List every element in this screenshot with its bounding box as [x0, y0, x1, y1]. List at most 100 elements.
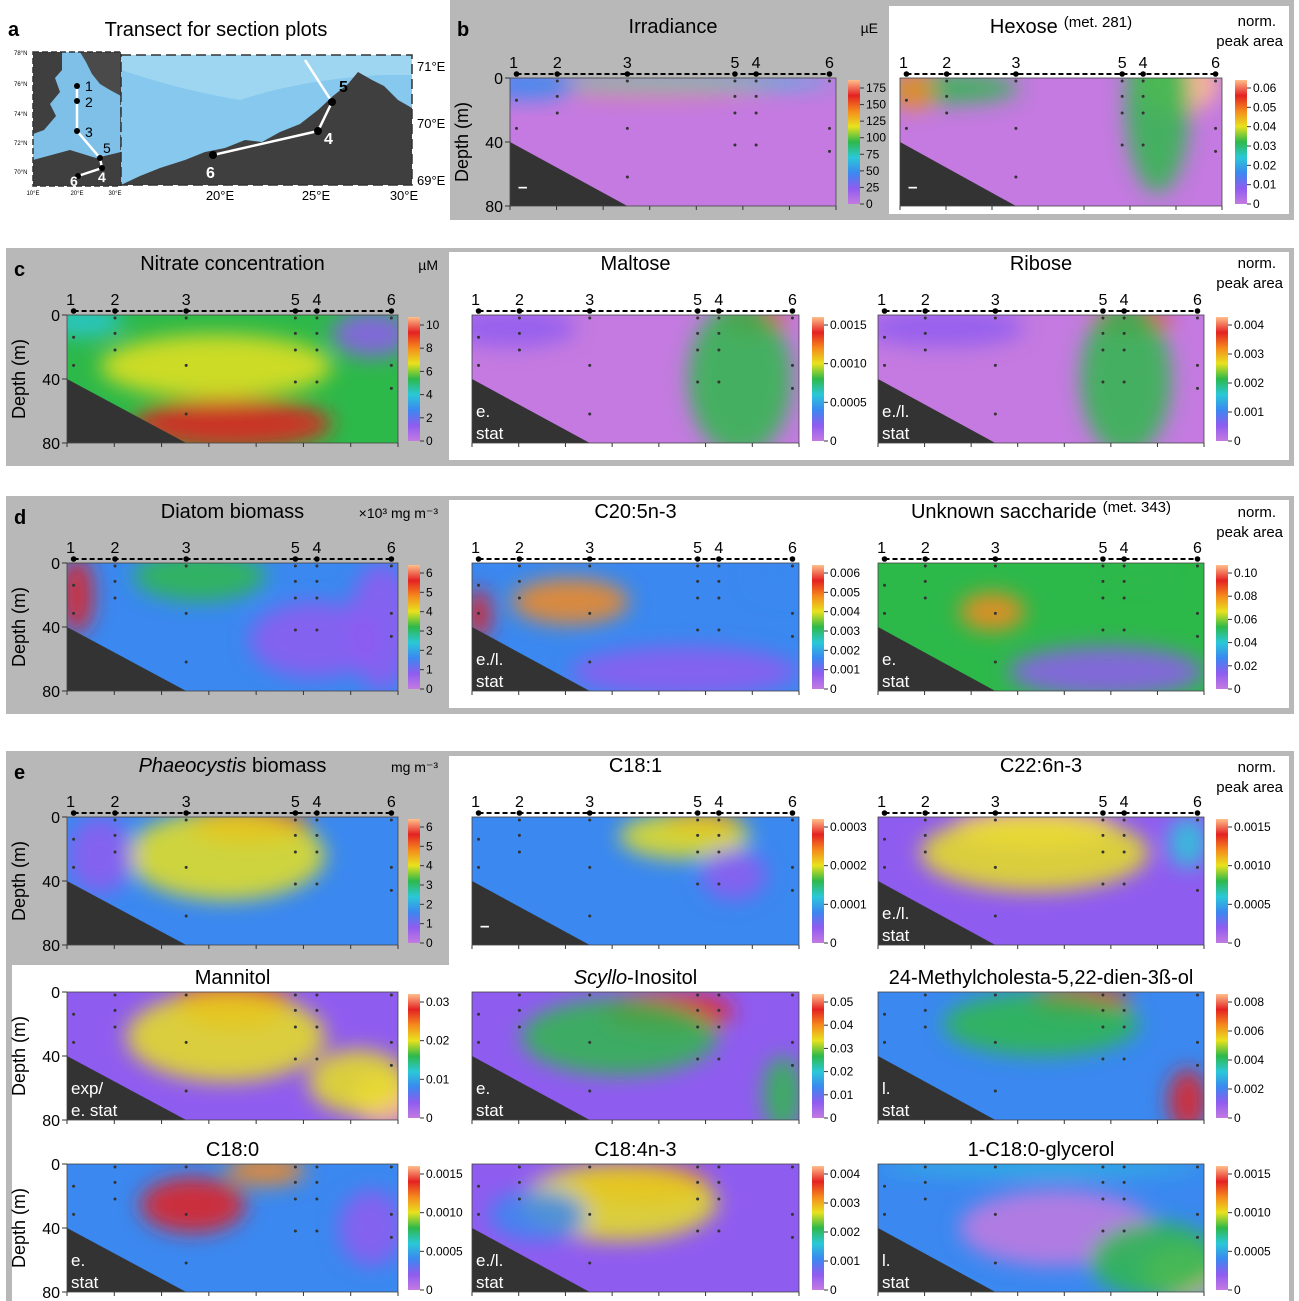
section-plot-irradiance: 1 2 3 5 4 6 0 40 80 Depth (m) Irradiance µE – 175 150 1…	[452, 16, 886, 216]
station-marker	[183, 810, 189, 816]
sample-dot	[1214, 126, 1218, 130]
colorbar-tick-label: 0.002	[830, 643, 860, 657]
sample-dot	[517, 596, 521, 600]
sample-dot	[790, 611, 794, 615]
heatmap-field	[67, 563, 398, 691]
sample-dot	[827, 149, 831, 153]
heatmap-blob	[700, 849, 767, 901]
sample-dot	[923, 1180, 927, 1184]
colorbar-tick-label: 50	[866, 164, 880, 178]
heatmap-field	[878, 315, 1204, 443]
station-label: 3	[991, 794, 1000, 811]
station-marker	[732, 71, 738, 77]
section-plot-c180: 0 40 80 Depth (m) C18:0 e. stat 0.0015 0.0010 0.0…	[9, 1139, 463, 1301]
colorbar-tick-label: 0.0005	[830, 395, 867, 409]
sample-dot	[717, 348, 721, 352]
sample-dot	[184, 1089, 188, 1093]
sample-dot	[717, 882, 721, 886]
station-marker	[789, 308, 796, 314]
sample-dot	[555, 94, 559, 98]
sample-dot	[293, 596, 297, 600]
sample-dot	[696, 596, 700, 600]
sample-dot	[1101, 833, 1105, 837]
sample-dot	[1014, 126, 1018, 130]
heatmap-field	[878, 992, 1204, 1120]
sample-dot	[717, 1165, 721, 1169]
sample-dot	[733, 111, 737, 115]
sample-dot	[588, 865, 592, 869]
plot-frame	[877, 562, 1205, 692]
norm-label: norm.	[1238, 759, 1276, 776]
sample-dot	[717, 564, 721, 568]
colorbar-tick-label: 125	[866, 114, 886, 128]
plot-title: Hexose (met. 281)	[990, 14, 1132, 38]
station-type-annotation: stat	[882, 672, 910, 691]
colorbar	[812, 565, 824, 689]
sample-dot	[1195, 993, 1199, 997]
inset-station-dots	[74, 83, 105, 179]
sample-dot	[517, 564, 521, 568]
inset-land-svalbard	[80, 52, 121, 96]
sample-dot	[293, 316, 297, 320]
station-marker	[922, 556, 929, 562]
sample-dot	[1195, 634, 1199, 638]
station-marker	[314, 810, 320, 816]
sample-dot	[389, 1063, 393, 1067]
colorbar-tick-label: 0.04	[1253, 120, 1277, 134]
colorbar	[408, 317, 420, 441]
sample-dot	[993, 660, 997, 664]
station-type-annotation: e./l.	[476, 1251, 503, 1270]
station-marker	[112, 308, 118, 314]
norm-label: peak area	[1216, 33, 1283, 50]
heatmap-blob	[308, 1049, 398, 1114]
section-plot-scyllo: Scyllo-Inositol e. stat 0.05 0.04 0.03 0.02 0.0…	[471, 967, 854, 1125]
sample-dot	[1101, 993, 1105, 997]
sample-dot	[696, 1197, 700, 1201]
station-marker	[881, 308, 888, 314]
main-lat-label: 70°E	[417, 116, 446, 131]
sample-dot	[113, 993, 117, 997]
sample-dot	[1120, 143, 1124, 147]
station-label: 4	[1120, 540, 1129, 557]
sample-dot	[733, 94, 737, 98]
sample-dot	[517, 348, 521, 352]
sample-dot	[1101, 579, 1105, 583]
sample-dot	[555, 79, 559, 83]
sample-dot	[293, 833, 297, 837]
colorbar-tick-label: 0.06	[1234, 612, 1258, 626]
station-label: 5	[730, 55, 739, 72]
depth-tick-label: 0	[51, 556, 60, 573]
station-marker	[992, 556, 999, 562]
station-label: 3	[182, 794, 191, 811]
seafloor-wedge	[67, 1228, 187, 1292]
station-marker	[586, 556, 593, 562]
sample-dot	[717, 993, 721, 997]
sample-dot	[293, 1180, 297, 1184]
sample-dot	[923, 850, 927, 854]
main-station-label: 6	[206, 165, 215, 182]
station-type-annotation: e.	[71, 1251, 85, 1270]
sample-dot	[389, 1165, 393, 1169]
plot-title: 1-C18:0-glycerol	[968, 1139, 1115, 1161]
station-label: 5	[693, 540, 702, 557]
sample-dot	[517, 818, 521, 822]
depth-tick-label: 80	[42, 436, 60, 453]
station-type-annotation: l.	[882, 1079, 891, 1098]
sample-dot	[696, 564, 700, 568]
seafloor-wedge	[472, 1056, 590, 1120]
units-label: ×10³ mg m⁻³	[359, 505, 439, 521]
sample-dot	[1122, 380, 1126, 384]
station-label: 6	[1193, 540, 1202, 557]
sample-dot	[1122, 993, 1126, 997]
station-label: 4	[714, 292, 723, 309]
sample-dot	[184, 660, 188, 664]
units-label: mg m⁻³	[391, 759, 438, 775]
station-marker	[70, 810, 77, 816]
sample-dot	[696, 348, 700, 352]
panel-letter-a: a	[8, 19, 20, 41]
sample-dot	[517, 331, 521, 335]
sample-dot	[696, 1229, 700, 1233]
sample-dot	[993, 1212, 997, 1216]
station-marker	[694, 308, 701, 314]
